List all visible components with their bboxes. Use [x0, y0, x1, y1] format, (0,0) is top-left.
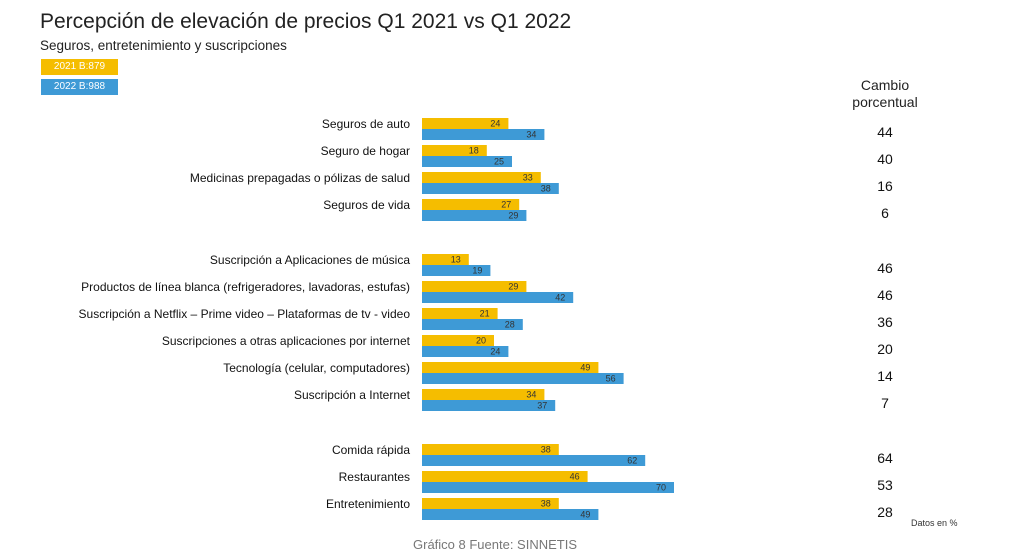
- bar-2021: [422, 308, 498, 319]
- value-label-2021: 13: [451, 255, 461, 265]
- percent-change-value: 6: [881, 205, 889, 221]
- percent-change-value: 53: [877, 477, 893, 493]
- percent-change-value: 40: [877, 151, 893, 167]
- value-label-2022: 56: [606, 374, 616, 384]
- bar-2022: [422, 129, 545, 140]
- category-label: Medicinas prepagadas o pólizas de salud: [190, 171, 410, 185]
- category-label: Suscripción a Internet: [294, 388, 411, 402]
- percent-change-value: 28: [877, 504, 893, 520]
- chart-subtitle: Seguros, entretenimiento y suscripciones: [40, 38, 287, 53]
- value-label-2022: 62: [627, 456, 637, 466]
- bar-2021: [422, 444, 559, 455]
- value-label-2022: 25: [494, 157, 504, 167]
- category-label: Suscripción a Netflix – Prime video – Pl…: [79, 307, 411, 321]
- category-label: Suscripciones a otras aplicaciones por i…: [162, 334, 411, 348]
- category-label: Seguros de auto: [322, 117, 410, 131]
- percent-change-value: 7: [881, 395, 889, 411]
- bar-2021: [422, 145, 487, 156]
- percent-change-value: 36: [877, 314, 893, 330]
- percent-change-value: 64: [877, 450, 893, 466]
- bar-2022: [422, 183, 559, 194]
- percent-change-value: 20: [877, 341, 893, 357]
- chart-caption: Gráfico 8 Fuente: SINNETIS: [413, 537, 578, 552]
- bar-2022: [422, 373, 624, 384]
- percent-change-value: 14: [877, 368, 893, 384]
- legend-2022: 2022 B:988: [41, 79, 118, 95]
- value-label-2022: 24: [490, 347, 500, 357]
- bar-2021: [422, 199, 520, 210]
- value-label-2021: 46: [570, 472, 580, 482]
- percent-change-value: 44: [877, 124, 893, 140]
- percent-change-value: 16: [877, 178, 893, 194]
- category-label: Restaurantes: [339, 470, 410, 484]
- category-label: Seguro de hogar: [321, 144, 410, 158]
- value-label-2022: 70: [656, 483, 666, 493]
- bar-2022: [422, 455, 646, 466]
- change-header-line1: Cambio: [860, 77, 910, 93]
- chart-title: Percepción de elevación de precios Q1 20…: [40, 10, 572, 33]
- change-header-line2: porcentual: [852, 94, 918, 110]
- value-label-2022: 28: [505, 320, 515, 330]
- value-label-2021: 29: [508, 282, 518, 292]
- value-label-2021: 34: [526, 390, 536, 400]
- bar-2022: [422, 400, 556, 411]
- percent-change-value: 46: [877, 287, 893, 303]
- category-label: Suscripción a Aplicaciones de música: [210, 253, 410, 267]
- bar-2022: [422, 319, 523, 330]
- value-label-2022: 38: [541, 184, 551, 194]
- bar-2022: [422, 509, 599, 520]
- value-label-2021: 38: [541, 499, 551, 509]
- bar-2021: [422, 471, 588, 482]
- category-label: Tecnología (celular, computadores): [223, 361, 410, 375]
- bar-2022: [422, 265, 491, 276]
- value-label-2022: 42: [555, 293, 565, 303]
- bar-2021: [422, 362, 599, 373]
- category-label: Productos de línea blanca (refrigeradore…: [81, 280, 410, 294]
- value-label-2021: 18: [469, 146, 479, 156]
- value-label-2022: 34: [526, 130, 536, 140]
- value-label-2021: 38: [541, 445, 551, 455]
- category-label: Seguros de vida: [323, 198, 410, 212]
- bar-2021: [422, 281, 527, 292]
- bar-2021: [422, 389, 545, 400]
- value-label-2022: 37: [537, 401, 547, 411]
- category-label: Comida rápida: [332, 443, 410, 457]
- category-label: Entretenimiento: [326, 497, 410, 511]
- data-unit-note: Datos en %: [911, 518, 958, 528]
- bar-2021: [422, 498, 559, 509]
- value-label-2021: 20: [476, 336, 486, 346]
- bar-2022: [422, 210, 527, 221]
- value-label-2021: 24: [490, 119, 500, 129]
- percent-change-value: 46: [877, 260, 893, 276]
- value-label-2022: 49: [580, 510, 590, 520]
- legend-2021: 2021 B:879: [41, 59, 118, 75]
- value-label-2021: 49: [580, 363, 590, 373]
- change-column-header: Cambio porcentual: [830, 77, 940, 111]
- bar-2022: [422, 292, 574, 303]
- value-label-2021: 27: [501, 200, 511, 210]
- bar-2022: [422, 156, 512, 167]
- bar-2021: [422, 335, 494, 346]
- bar-2021: [422, 172, 541, 183]
- bar-2021: [422, 118, 509, 129]
- value-label-2022: 29: [508, 211, 518, 221]
- value-label-2022: 19: [472, 266, 482, 276]
- bar-2022: [422, 346, 509, 357]
- bar-2022: [422, 482, 674, 493]
- value-label-2021: 33: [523, 173, 533, 183]
- bar-2021: [422, 254, 469, 265]
- value-label-2021: 21: [480, 309, 490, 319]
